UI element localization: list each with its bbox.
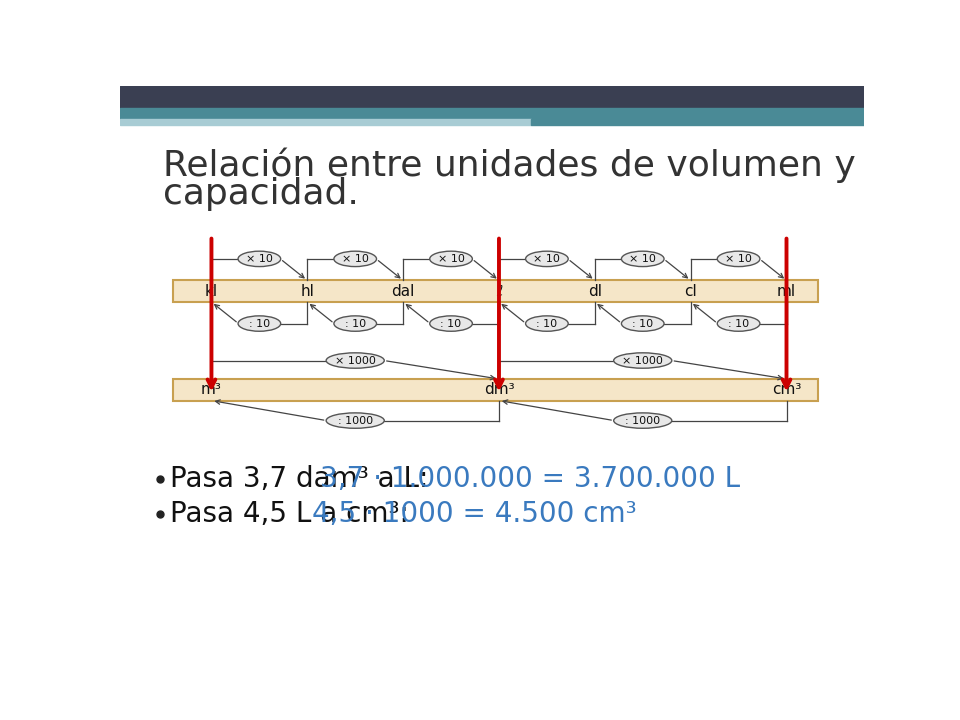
- Text: : 10: : 10: [441, 318, 462, 328]
- Text: 3,7 · 1.000.000 = 3.700.000 L: 3,7 · 1.000.000 = 3.700.000 L: [320, 465, 740, 493]
- Text: dal: dal: [392, 284, 415, 299]
- Text: × 10: × 10: [342, 254, 369, 264]
- Ellipse shape: [238, 251, 280, 266]
- Bar: [173, 280, 818, 302]
- Ellipse shape: [238, 316, 280, 331]
- Text: cm³: cm³: [772, 382, 802, 397]
- Ellipse shape: [717, 316, 760, 331]
- Text: × 10: × 10: [630, 254, 657, 264]
- Text: m³: m³: [201, 382, 222, 397]
- Bar: [120, 108, 864, 119]
- Text: : 1000: : 1000: [625, 415, 660, 426]
- Text: : 10: : 10: [633, 318, 654, 328]
- Text: hl: hl: [300, 284, 314, 299]
- Ellipse shape: [326, 353, 384, 368]
- Text: Pasa 3,7 dam³ a L:: Pasa 3,7 dam³ a L:: [170, 465, 437, 493]
- Text: Relación entre unidades de volumen y: Relación entre unidades de volumen y: [162, 148, 855, 184]
- Ellipse shape: [430, 316, 472, 331]
- Ellipse shape: [621, 316, 664, 331]
- Text: kl: kl: [204, 284, 218, 299]
- Text: dm³: dm³: [484, 382, 515, 397]
- Ellipse shape: [621, 251, 664, 266]
- Ellipse shape: [613, 413, 672, 428]
- Text: : 10: : 10: [728, 318, 749, 328]
- Text: dl: dl: [588, 284, 602, 299]
- Ellipse shape: [613, 353, 672, 368]
- Bar: [120, 119, 531, 125]
- Text: : 10: : 10: [537, 318, 558, 328]
- Ellipse shape: [326, 413, 384, 428]
- Text: Pasa 4,5 L a cm³:: Pasa 4,5 L a cm³:: [170, 500, 418, 528]
- Text: × 10: × 10: [725, 254, 752, 264]
- Text: ℓ: ℓ: [496, 284, 502, 299]
- Text: × 1000: × 1000: [335, 356, 375, 366]
- Text: × 1000: × 1000: [622, 356, 663, 366]
- Text: × 10: × 10: [534, 254, 561, 264]
- Bar: [531, 119, 864, 125]
- Text: : 1000: : 1000: [338, 415, 372, 426]
- Text: ml: ml: [777, 284, 796, 299]
- Text: × 10: × 10: [438, 254, 465, 264]
- Text: cl: cl: [684, 284, 697, 299]
- Ellipse shape: [334, 251, 376, 266]
- Text: × 10: × 10: [246, 254, 273, 264]
- Bar: [120, 86, 864, 108]
- Ellipse shape: [525, 316, 568, 331]
- Ellipse shape: [430, 251, 472, 266]
- Text: capacidad.: capacidad.: [162, 177, 358, 211]
- Bar: [173, 379, 818, 400]
- Text: : 10: : 10: [345, 318, 366, 328]
- Ellipse shape: [717, 251, 760, 266]
- Ellipse shape: [525, 251, 568, 266]
- Text: : 10: : 10: [249, 318, 270, 328]
- Ellipse shape: [334, 316, 376, 331]
- Text: 4,5 · 1000 = 4.500 cm³: 4,5 · 1000 = 4.500 cm³: [312, 500, 636, 528]
